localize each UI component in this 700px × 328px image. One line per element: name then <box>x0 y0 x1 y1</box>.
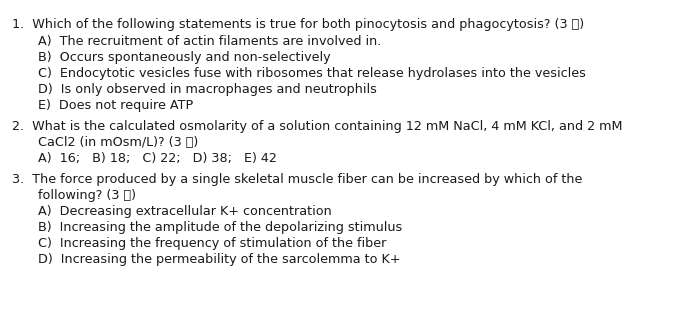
Text: following? (3 分): following? (3 分) <box>38 189 136 202</box>
Text: D)  Is only observed in macrophages and neutrophils: D) Is only observed in macrophages and n… <box>38 83 377 96</box>
Text: B)  Occurs spontaneously and non-selectively: B) Occurs spontaneously and non-selectiv… <box>38 51 330 64</box>
Text: A)  Decreasing extracellular K+ concentration: A) Decreasing extracellular K+ concentra… <box>38 205 332 218</box>
Text: CaCl2 (in mOsm/L)? (3 分): CaCl2 (in mOsm/L)? (3 分) <box>38 136 198 149</box>
Text: B)  Increasing the amplitude of the depolarizing stimulus: B) Increasing the amplitude of the depol… <box>38 221 402 234</box>
Text: 3.  The force produced by a single skeletal muscle fiber can be increased by whi: 3. The force produced by a single skelet… <box>12 173 582 186</box>
Text: 1.  Which of the following statements is true for both pinocytosis and phagocyto: 1. Which of the following statements is … <box>12 18 584 31</box>
Text: A)  The recruitment of actin filaments are involved in.: A) The recruitment of actin filaments ar… <box>38 35 382 48</box>
Text: D)  Increasing the permeability of the sarcolemma to K+: D) Increasing the permeability of the sa… <box>38 253 400 266</box>
Text: C)  Increasing the frequency of stimulation of the fiber: C) Increasing the frequency of stimulati… <box>38 237 386 250</box>
Text: 2.  What is the calculated osmolarity of a solution containing 12 mM NaCl, 4 mM : 2. What is the calculated osmolarity of … <box>12 120 622 133</box>
Text: C)  Endocytotic vesicles fuse with ribosomes that release hydrolases into the ve: C) Endocytotic vesicles fuse with riboso… <box>38 67 586 80</box>
Text: E)  Does not require ATP: E) Does not require ATP <box>38 99 193 112</box>
Text: A)  16;   B) 18;   C) 22;   D) 38;   E) 42: A) 16; B) 18; C) 22; D) 38; E) 42 <box>38 152 277 165</box>
